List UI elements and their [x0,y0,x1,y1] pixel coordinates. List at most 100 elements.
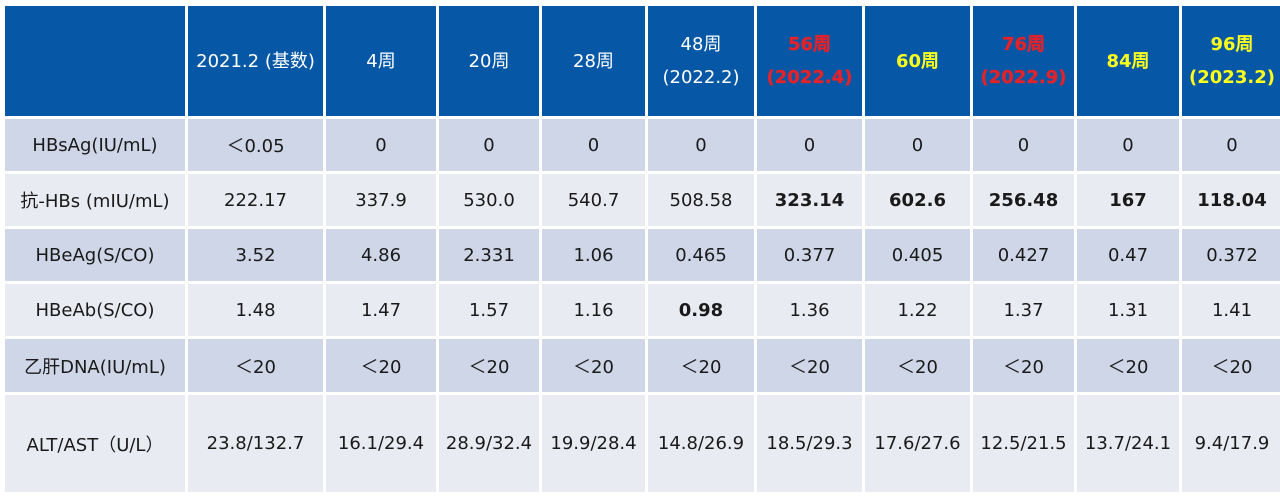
table-row: HBeAg(S/CO) 3.52 4.86 2.331 1.06 0.465 0.377 0.… [5,229,1280,281]
column-header-line1: 4周 [366,50,396,72]
table-cell: 1.22 [865,284,970,336]
table-cell: 0.465 [648,229,754,281]
table-cell: ＜20 [326,339,436,392]
table-row: ALT/AST（U/L） 23.8/132.7 16.1/29.4 28.9/32.4… [5,395,1280,492]
table-cell: 3.52 [188,229,323,281]
table-cell: 1.06 [542,229,645,281]
table-cell: 18.5/29.3 [757,395,862,492]
row-label: 抗-HBs (mIU/mL) [5,174,185,226]
column-header-line1: 56周 [787,34,832,55]
column-header: 4周 [326,6,436,116]
table-cell: 0.98 [648,284,754,336]
table-cell: 9.4/17.9 [1182,395,1280,492]
table-cell: 0 [326,119,436,171]
table-cell: 0.405 [865,229,970,281]
table-cell: 0.427 [973,229,1074,281]
column-header-line1: 84周 [1106,50,1150,72]
column-header: 96周 (2023.2) [1182,6,1280,116]
table-cell: 602.6 [865,174,970,226]
table-cell: 508.58 [648,174,754,226]
table-cell: 0 [973,119,1074,171]
header-row: 2021.2 (基数) 4周 20周 28周 48周 (2022.2) 56周 (2022.4… [5,6,1280,116]
table-cell: ＜20 [1077,339,1179,392]
column-header: 60周 [865,6,970,116]
table-cell: ＜20 [648,339,754,392]
table-cell: 17.6/27.6 [865,395,970,492]
table-cell: 2.331 [439,229,539,281]
table-cell: 4.86 [326,229,436,281]
table-row: 乙肝DNA(IU/mL) ＜20 ＜20 ＜20 ＜20 ＜20 ＜20 ＜20 ＜20 ＜20 ＜… [5,339,1280,392]
column-header-line1: 28周 [573,50,614,72]
table-row: 抗-HBs (mIU/mL) 222.17 337.9 530.0 540.7 508.5… [5,174,1280,226]
table-cell: ＜20 [973,339,1074,392]
table-cell: 0 [439,119,539,171]
column-header-line1: 60周 [895,50,940,72]
lab-results-table: 2021.2 (基数) 4周 20周 28周 48周 (2022.2) 56周 (2022.4… [2,3,1280,495]
column-header-line1: 76周 [1001,34,1046,55]
table-cell: 0.377 [757,229,862,281]
table-cell: 1.57 [439,284,539,336]
table-cell: 14.8/26.9 [648,395,754,492]
column-header-line2: (2022.4) [766,67,853,88]
column-header-line1: 20周 [468,50,510,72]
table-cell: 12.5/21.5 [973,395,1074,492]
column-header-line1: 48周 [680,34,722,55]
table-cell: 13.7/24.1 [1077,395,1179,492]
column-header-line1: 2021.2 (基数) [196,50,315,72]
table-cell: ＜20 [542,339,645,392]
table-cell: ＜20 [1182,339,1280,392]
table-cell: 540.7 [542,174,645,226]
table-cell: 0 [757,119,862,171]
table-cell: 1.37 [973,284,1074,336]
table-cell: 256.48 [973,174,1074,226]
column-header: 84周 [1077,6,1179,116]
table-body: HBsAg(IU/mL) ＜0.05 0 0 0 0 0 0 0 0 0 抗-HBs (mIU/mL)… [5,119,1280,492]
table-cell: 118.04 [1182,174,1280,226]
table-cell: ＜0.05 [188,119,323,171]
column-header: 2021.2 (基数) [188,6,323,116]
table-cell: 337.9 [326,174,436,226]
column-header: 56周 (2022.4) [757,6,862,116]
table-cell: ＜20 [188,339,323,392]
table-cell: 28.9/32.4 [439,395,539,492]
table-cell: 0.47 [1077,229,1179,281]
table-row: HBeAb(S/CO) 1.48 1.47 1.57 1.16 0.98 1.36 1.22 1… [5,284,1280,336]
column-header: 20周 [439,6,539,116]
table-cell: 0 [648,119,754,171]
column-header-line2: (2023.2) [1189,67,1275,88]
column-header: 28周 [542,6,645,116]
column-header-line2: (2022.9) [980,67,1067,88]
table-cell: 0 [542,119,645,171]
row-label: ALT/AST（U/L） [5,395,185,492]
table-cell: 1.36 [757,284,862,336]
column-header-line1: 96周 [1210,34,1254,55]
table-cell: 1.48 [188,284,323,336]
table-cell: 0 [1077,119,1179,171]
table-cell: ＜20 [757,339,862,392]
column-header: 76周 (2022.9) [973,6,1074,116]
header-corner-cell [5,6,185,116]
table-row: HBsAg(IU/mL) ＜0.05 0 0 0 0 0 0 0 0 0 [5,119,1280,171]
table-cell: 19.9/28.4 [542,395,645,492]
table-cell: 0 [865,119,970,171]
column-header-line2: (2022.2) [662,67,740,88]
row-label: HBeAg(S/CO) [5,229,185,281]
table-cell: 1.41 [1182,284,1280,336]
table-cell: 0.372 [1182,229,1280,281]
table-cell: 1.16 [542,284,645,336]
table-cell: ＜20 [439,339,539,392]
table-cell: 323.14 [757,174,862,226]
table-cell: 222.17 [188,174,323,226]
row-label: 乙肝DNA(IU/mL) [5,339,185,392]
table-cell: 0 [1182,119,1280,171]
table-cell: 1.47 [326,284,436,336]
column-header: 48周 (2022.2) [648,6,754,116]
row-label: HBeAb(S/CO) [5,284,185,336]
table-cell: 16.1/29.4 [326,395,436,492]
table-cell: 530.0 [439,174,539,226]
table-cell: 23.8/132.7 [188,395,323,492]
table-cell: 1.31 [1077,284,1179,336]
table-cell: 167 [1077,174,1179,226]
row-label: HBsAg(IU/mL) [5,119,185,171]
